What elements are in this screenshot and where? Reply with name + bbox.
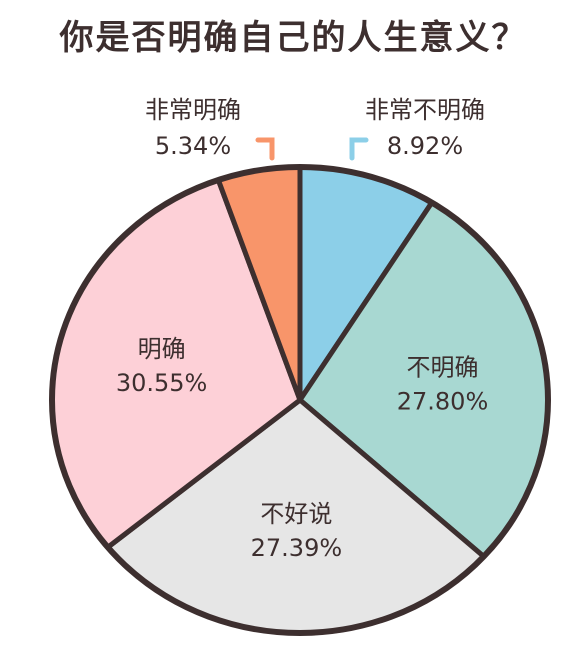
value-label-very-unclear: 8.92%: [387, 132, 463, 160]
marker-very-unclear: [349, 137, 369, 161]
slice-label-very-clear: 非常明确: [145, 96, 241, 124]
slice-label-very-unclear: 非常不明确: [365, 96, 485, 124]
slice-label-unclear: 不明确: [407, 354, 479, 382]
chart-title: 你是否明确自己的人生意义？: [59, 18, 528, 58]
value-label-not-sure: 27.39%: [251, 534, 343, 562]
value-label-unclear: 27.80%: [397, 388, 489, 416]
pie-outline: [49, 164, 551, 636]
value-label-clear: 30.55%: [116, 369, 208, 397]
slice-label-not-sure: 不好说: [260, 500, 332, 528]
value-label-very-clear: 5.34%: [155, 132, 231, 160]
marker-very-clear: [255, 137, 275, 161]
pie-slices: [49, 164, 551, 636]
pie-labels: 非常不明确 8.92% 不明确 27.80% 不好说 27.39% 明确 30.55% 非常明确…: [116, 96, 488, 562]
slice-label-clear: 明确: [138, 335, 186, 363]
